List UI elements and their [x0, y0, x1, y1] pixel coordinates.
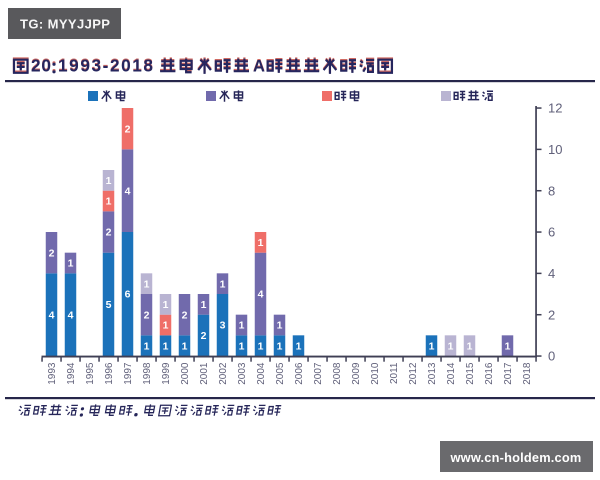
svg-text:2000: 2000 [180, 362, 191, 385]
svg-text:2: 2 [182, 309, 188, 321]
svg-text:8: 8 [548, 183, 555, 198]
svg-text:2: 2 [201, 330, 207, 342]
svg-text:1993-2018: 1993-2018 [58, 55, 155, 75]
svg-text:3: 3 [220, 320, 226, 332]
svg-text:2007: 2007 [313, 362, 324, 385]
svg-text:1: 1 [201, 299, 207, 311]
svg-text:1: 1 [505, 340, 511, 352]
svg-text:20: 20 [31, 55, 52, 75]
svg-text:0: 0 [548, 349, 555, 364]
svg-text:2: 2 [49, 247, 55, 259]
svg-text:TG: MYYJJPP: TG: MYYJJPP [20, 17, 110, 32]
svg-text:12: 12 [548, 101, 562, 116]
svg-text:1: 1 [277, 320, 283, 332]
svg-text:20: 20 [31, 56, 52, 76]
svg-text:1: 1 [163, 340, 169, 352]
svg-text:1: 1 [296, 340, 302, 352]
svg-text:1: 1 [106, 175, 112, 187]
svg-text:1: 1 [144, 278, 150, 290]
svg-text:2: 2 [125, 123, 131, 135]
svg-text:1: 1 [258, 237, 264, 249]
svg-text:2012: 2012 [408, 362, 419, 385]
svg-text:2011: 2011 [389, 362, 400, 384]
svg-text:1: 1 [258, 340, 264, 352]
svg-text:10: 10 [548, 142, 562, 157]
svg-text:2: 2 [106, 227, 112, 239]
svg-text:2005: 2005 [275, 362, 286, 385]
svg-text:1994: 1994 [66, 362, 77, 385]
svg-text:4: 4 [258, 289, 264, 301]
svg-text:2016: 2016 [484, 362, 495, 385]
svg-text:1997: 1997 [123, 362, 134, 385]
svg-text:2017: 2017 [503, 362, 514, 385]
svg-text:1: 1 [239, 320, 245, 332]
svg-text:2010: 2010 [370, 362, 381, 385]
svg-text:1: 1 [448, 340, 454, 352]
svg-text:1998: 1998 [142, 362, 153, 385]
svg-text:6: 6 [125, 289, 131, 301]
svg-text:2004: 2004 [256, 362, 267, 385]
svg-text:1993-2018: 1993-2018 [58, 56, 155, 76]
svg-text:A: A [253, 57, 265, 75]
svg-text:1995: 1995 [85, 362, 96, 385]
svg-text:1: 1 [106, 196, 112, 208]
svg-text:1: 1 [144, 340, 150, 352]
svg-text:2013: 2013 [427, 362, 438, 385]
svg-text:2009: 2009 [351, 362, 362, 385]
svg-text:6: 6 [548, 225, 555, 240]
svg-text:2003: 2003 [237, 362, 248, 385]
svg-text:2015: 2015 [465, 362, 476, 385]
svg-text:1999: 1999 [161, 362, 172, 385]
svg-text:www.cn-holdem.com: www.cn-holdem.com [450, 450, 582, 465]
svg-text:2001: 2001 [199, 362, 210, 385]
svg-text:1993: 1993 [47, 362, 58, 385]
svg-text:2008: 2008 [332, 362, 343, 385]
svg-text:5: 5 [106, 299, 112, 311]
svg-text:2: 2 [144, 309, 150, 321]
svg-text:2018: 2018 [522, 362, 533, 385]
svg-text:1: 1 [220, 278, 226, 290]
svg-text:4: 4 [68, 309, 74, 321]
svg-text:1: 1 [68, 258, 74, 270]
svg-text:A: A [253, 58, 265, 76]
svg-text:4: 4 [49, 309, 55, 321]
svg-text:1: 1 [182, 340, 188, 352]
svg-text:1996: 1996 [104, 362, 115, 385]
svg-text:1: 1 [467, 340, 473, 352]
svg-text:1: 1 [163, 299, 169, 311]
svg-text:4: 4 [548, 266, 555, 281]
svg-text:2014: 2014 [446, 362, 457, 385]
svg-text:1: 1 [429, 340, 435, 352]
svg-text:1: 1 [277, 340, 283, 352]
svg-text:2: 2 [548, 307, 555, 322]
svg-text:1: 1 [163, 320, 169, 332]
svg-text:1: 1 [239, 340, 245, 352]
svg-text:4: 4 [125, 185, 131, 197]
svg-text:2002: 2002 [218, 362, 229, 385]
svg-text:2006: 2006 [294, 362, 305, 385]
